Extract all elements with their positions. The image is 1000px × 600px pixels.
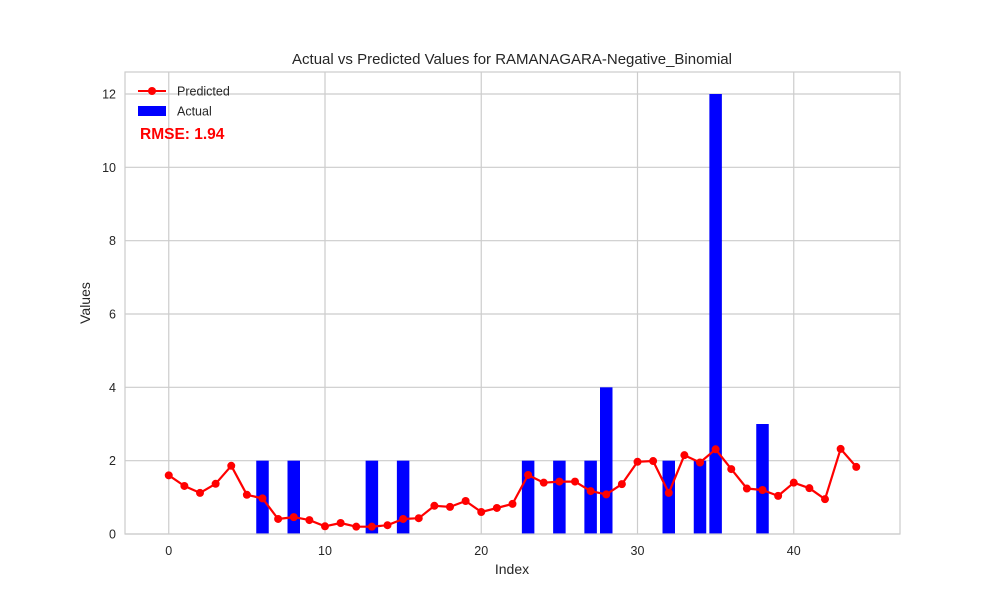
grid-lines: [125, 72, 900, 535]
actual-bar: [709, 94, 722, 534]
predicted-point: [633, 457, 642, 466]
y-tick-label: 8: [109, 234, 116, 248]
predicted-point: [336, 519, 345, 527]
actual-bar: [600, 387, 613, 534]
y-tick-label: 2: [109, 454, 116, 468]
predicted-point: [289, 513, 298, 522]
predicted-point: [477, 508, 486, 516]
x-tick-label: 30: [631, 544, 645, 558]
legend-predicted-label: Predicted: [177, 85, 230, 99]
actual-bar: [396, 460, 410, 534]
x-tick-label: 10: [318, 544, 332, 558]
predicted-point: [508, 499, 517, 508]
predicted-point: [352, 522, 361, 531]
plot-area: [125, 72, 900, 534]
y-tick-label: 0: [109, 528, 116, 542]
y-axis-label: Values: [77, 282, 93, 324]
predicted-point: [617, 480, 626, 489]
predicted-point: [180, 481, 189, 490]
predicted-point: [821, 495, 829, 504]
predicted-point: [696, 458, 704, 467]
actual-bar: [662, 460, 675, 534]
predicted-point: [727, 465, 736, 474]
predicted-point: [399, 514, 408, 523]
predicted-point: [430, 501, 439, 510]
predicted-point: [571, 477, 579, 486]
predicted-point: [446, 502, 454, 511]
actual-bar: [693, 460, 707, 534]
predicted-line: [164, 444, 861, 531]
x-tick-label: 40: [787, 544, 801, 558]
actual-bar: [584, 460, 597, 534]
actual-bar: [287, 460, 300, 534]
predicted-point: [555, 477, 564, 486]
plot-frame: [124, 71, 901, 535]
predicted-point: [258, 494, 267, 503]
predicted-point: [164, 471, 173, 480]
predicted-point: [227, 461, 236, 470]
y-tick-label: 6: [109, 308, 116, 322]
predicted-point: [711, 445, 720, 454]
predicted-point: [492, 503, 501, 512]
rmse-annotation: RMSE: 1.94: [140, 126, 225, 143]
legend-actual-swatch-icon: [138, 106, 166, 116]
chart-title: Actual vs Predicted Values for RAMANAGAR…: [292, 51, 732, 68]
actual-bar: [553, 460, 566, 534]
predicted-point: [196, 488, 204, 497]
x-axis-label: Index: [495, 561, 529, 577]
predicted-point: [321, 522, 329, 531]
predicted-point: [242, 490, 251, 499]
legend: Predicted Actual: [138, 85, 230, 119]
x-tick-label: 0: [165, 544, 172, 558]
predicted-point: [758, 486, 767, 494]
predicted-point: [852, 462, 861, 471]
legend-actual-label: Actual: [177, 105, 212, 119]
predicted-point: [586, 487, 595, 496]
predicted-point: [461, 497, 470, 505]
predicted-point: [305, 516, 314, 525]
predicted-point: [274, 514, 283, 523]
predicted-point: [602, 490, 611, 499]
predicted-point: [414, 514, 423, 523]
predicted-point: [539, 478, 548, 487]
predicted-point: [742, 484, 751, 493]
legend-predicted-marker-icon: [148, 87, 156, 95]
y-tick-label: 10: [102, 161, 116, 175]
x-tick-labels: 0 10 20 30 40: [165, 544, 800, 558]
y-tick-label: 4: [109, 381, 116, 395]
y-tick-label: 12: [102, 88, 116, 102]
actual-bar: [365, 460, 379, 534]
predicted-point: [383, 521, 392, 530]
y-tick-labels: 0 2 4 6 8 10 12: [102, 88, 116, 542]
predicted-point: [211, 479, 220, 488]
predicted-point: [789, 478, 798, 487]
x-tick-label: 20: [474, 544, 488, 558]
predicted-point: [524, 470, 533, 479]
predicted-point: [774, 491, 783, 500]
actual-bars: [256, 94, 769, 534]
predicted-point: [836, 444, 845, 453]
predicted-point: [664, 488, 673, 497]
predicted-point: [805, 484, 814, 493]
predicted-point: [680, 451, 689, 460]
actual-bar: [756, 424, 769, 534]
predicted-point: [367, 522, 376, 531]
predicted-point: [649, 457, 658, 466]
